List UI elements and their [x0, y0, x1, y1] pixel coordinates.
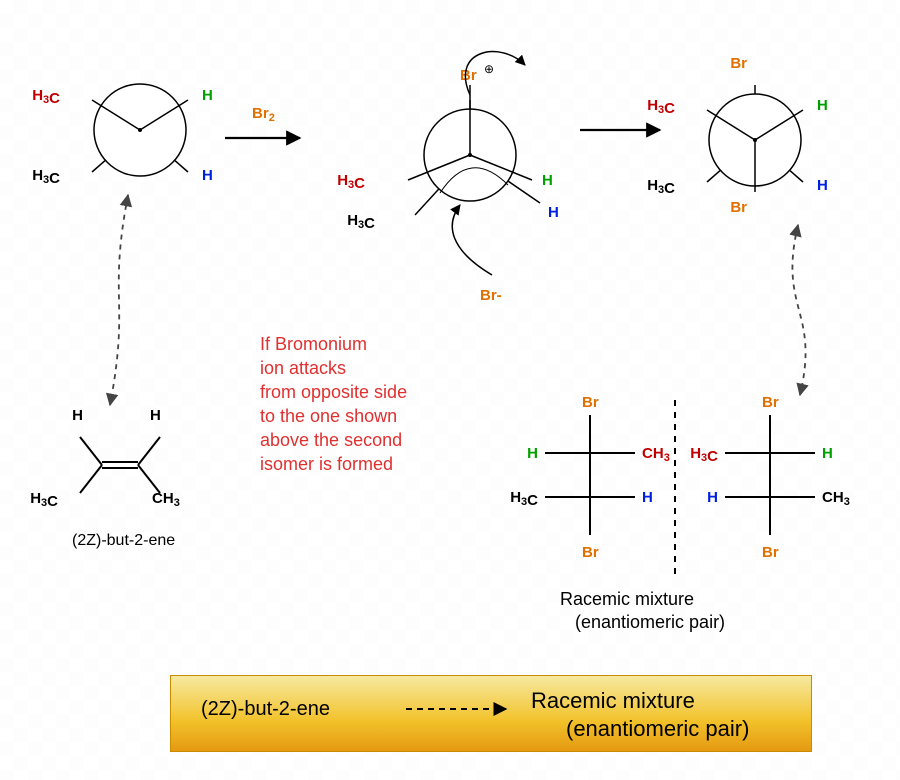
svg-text:Br: Br	[730, 55, 747, 72]
svg-text:H3C: H3C	[30, 490, 58, 510]
note-line: ion attacks	[260, 358, 346, 378]
svg-text:H3C: H3C	[32, 167, 60, 187]
mechanism-arrow	[452, 205, 492, 275]
racemic-line1: Racemic mixture	[560, 589, 694, 609]
svg-text:H: H	[542, 172, 553, 189]
note-line: from opposite side	[260, 382, 407, 402]
diagram-stage: { "colors": { "black": "#000000", "red":…	[0, 0, 900, 780]
svg-text:CH3: CH3	[152, 490, 180, 509]
svg-text:H: H	[527, 445, 538, 462]
summary-band: (2Z)-but-2-ene Racemic mixture (enantiom…	[170, 675, 812, 752]
svg-text:Br-: Br-	[480, 287, 502, 304]
svg-text:⊕: ⊕	[484, 62, 494, 76]
svg-text:Br: Br	[730, 199, 747, 216]
svg-text:H: H	[817, 97, 828, 114]
svg-text:Br: Br	[460, 67, 477, 84]
svg-text:H3C: H3C	[337, 172, 365, 192]
note-line: to the one shown	[260, 406, 397, 426]
alkene-caption: (2Z)-but-2-ene	[72, 532, 175, 549]
svg-text:Br2: Br2	[252, 105, 275, 124]
svg-text:H3C: H3C	[347, 212, 375, 232]
note-line: isomer is formed	[260, 454, 393, 474]
svg-text:CH3: CH3	[822, 489, 850, 508]
svg-text:H: H	[707, 489, 718, 506]
equiv-arrow	[110, 195, 128, 405]
svg-text:H3C: H3C	[690, 445, 718, 465]
svg-text:H: H	[150, 407, 161, 424]
svg-text:Br: Br	[582, 544, 599, 561]
svg-text:H: H	[548, 204, 559, 221]
svg-text:H: H	[202, 167, 213, 184]
equiv-arrow	[792, 225, 805, 395]
racemic-line2: (enantiomeric pair)	[575, 612, 725, 632]
svg-text:H: H	[817, 177, 828, 194]
svg-text:Br: Br	[762, 394, 779, 411]
note-line: If Bromonium	[260, 334, 367, 354]
band-r1: Racemic mixture	[531, 688, 695, 714]
svg-text:CH3: CH3	[642, 445, 670, 464]
diagram-svg: H3CHH3CHBr⊕H3CHH3CHH3CHH3CHBrBrBr2HHH3CC…	[0, 0, 900, 780]
band-r2: (enantiomeric pair)	[566, 716, 749, 742]
svg-text:H3C: H3C	[647, 97, 675, 117]
svg-text:H3C: H3C	[32, 87, 60, 107]
svg-text:H3C: H3C	[647, 177, 675, 197]
svg-text:Br: Br	[582, 394, 599, 411]
svg-text:H: H	[822, 445, 833, 462]
svg-text:Br: Br	[762, 544, 779, 561]
svg-text:H: H	[642, 489, 653, 506]
svg-text:H3C: H3C	[510, 489, 538, 509]
svg-text:H: H	[202, 87, 213, 104]
note-line: above the second	[260, 430, 402, 450]
svg-text:H: H	[72, 407, 83, 424]
